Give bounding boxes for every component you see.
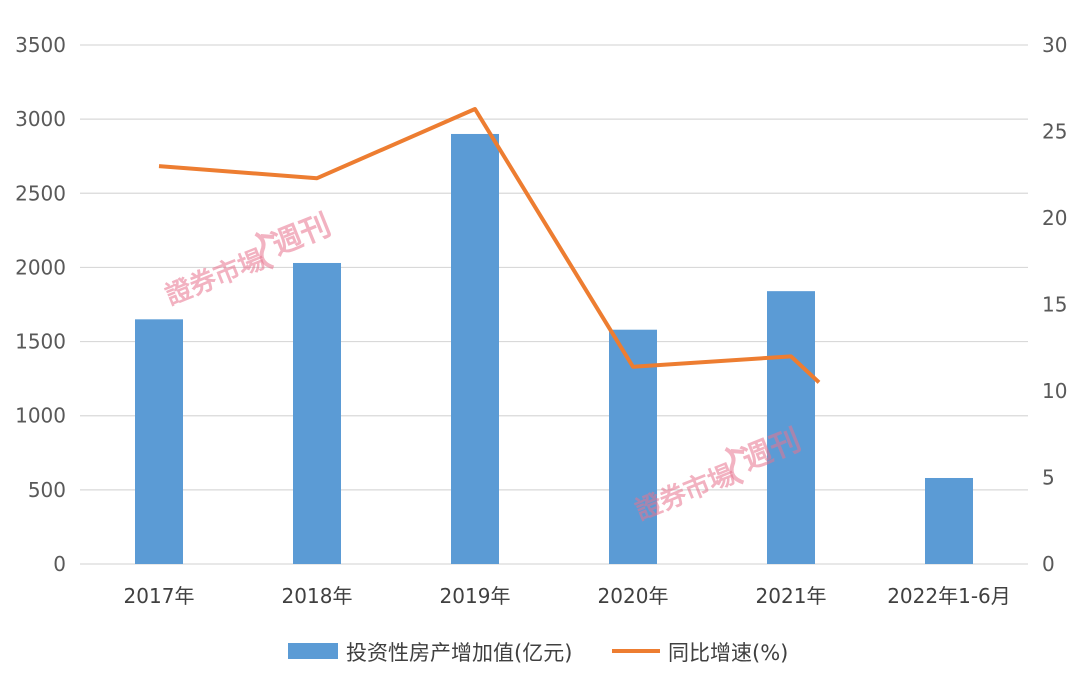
- category-label-2: 2019年: [440, 584, 511, 608]
- watermark-1-logo-icon: [254, 232, 275, 270]
- category-label-5: 2022年1-6月: [887, 584, 1011, 608]
- left-tick-label-7: 3500: [15, 33, 66, 57]
- bar-0: [135, 319, 183, 564]
- category-label-0: 2017年: [124, 584, 195, 608]
- left-tick-label-3: 1500: [15, 330, 66, 354]
- watermark-1-main: 證券市場: [161, 244, 269, 312]
- bar-series: [135, 133, 973, 564]
- right-tick-label-6: 30: [1042, 33, 1067, 57]
- bar-2: [451, 133, 499, 564]
- legend-bar-label: 投资性房产增加值(亿元): [346, 641, 572, 665]
- left-tick-label-1: 500: [28, 478, 66, 502]
- category-label-4: 2021年: [756, 584, 827, 608]
- legend: 投资性房产增加值(亿元) 同比增速(%): [288, 641, 788, 665]
- right-tick-label-2: 10: [1042, 379, 1067, 403]
- right-axis: 0 5 10 15 20 25 30: [1042, 33, 1067, 576]
- category-label-3: 2020年: [598, 584, 669, 608]
- left-tick-label-6: 3000: [15, 107, 66, 131]
- category-axis: 2017年 2018年 2019年 2020年 2021年 2022年1-6月: [124, 584, 1011, 608]
- legend-line-label: 同比增速(%): [668, 641, 788, 665]
- left-tick-label-0: 0: [53, 552, 66, 576]
- line-series: [158, 107, 821, 384]
- left-axis: 0 500 1000 1500 2000 2500 3000 3500: [15, 33, 66, 576]
- category-label-1: 2018年: [282, 584, 353, 608]
- right-tick-label-5: 25: [1042, 120, 1067, 144]
- watermark-2-logo-icon: [724, 447, 745, 485]
- left-tick-label-4: 2000: [15, 255, 66, 279]
- bar-5: [925, 477, 973, 564]
- gridlines: [80, 44, 1028, 565]
- right-tick-label-3: 15: [1042, 293, 1067, 317]
- legend-bar-swatch: [288, 643, 338, 659]
- watermark-1-brand: 週刊: [267, 208, 336, 263]
- left-tick-label-2: 1000: [15, 404, 66, 428]
- right-tick-label-0: 0: [1042, 552, 1055, 576]
- bar-4: [767, 291, 815, 564]
- left-tick-label-5: 2500: [15, 181, 66, 205]
- bar-1: [293, 262, 341, 564]
- right-tick-label-4: 20: [1042, 206, 1067, 230]
- right-tick-label-1: 5: [1042, 466, 1055, 490]
- growth-rate-line: [158, 107, 821, 384]
